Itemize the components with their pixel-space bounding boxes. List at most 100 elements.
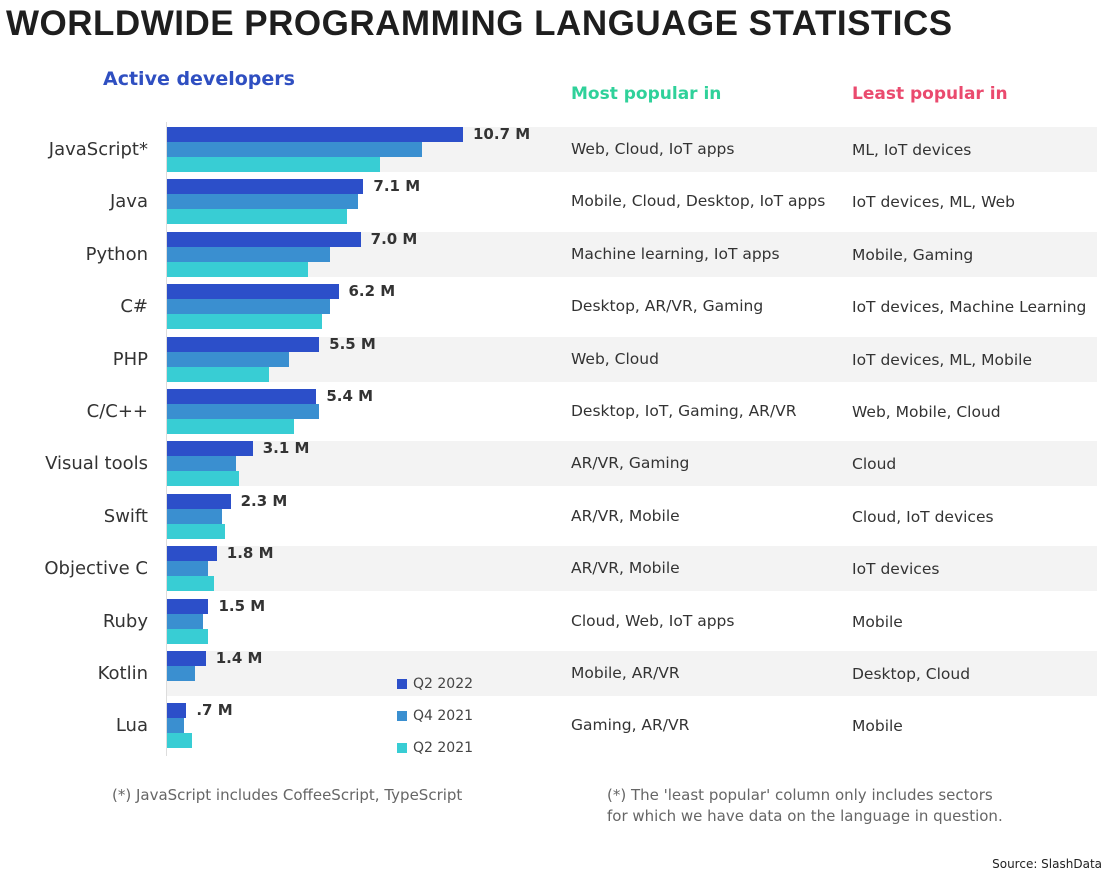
most-popular-cell: AR/VR, Mobile: [571, 559, 680, 578]
data-label: 5.5 M: [329, 334, 376, 353]
data-label: 1.4 M: [215, 649, 263, 667]
footnote-javascript: (*) JavaScript includes CoffeeScript, Ty…: [112, 786, 463, 804]
least-popular-cell: IoT devices: [852, 560, 940, 579]
most-popular-cell: Gaming, AR/VR: [571, 716, 690, 735]
table-row: [167, 336, 1097, 382]
data-label: 6.2 M: [348, 282, 396, 301]
legend-item-q4-2021: Q4 2021: [397, 708, 473, 724]
bar-q4-2021: [167, 666, 195, 681]
bar-q4-2021: [167, 142, 422, 157]
bar-q2-2022: [167, 546, 217, 562]
bar-q2-2022: [167, 493, 231, 509]
bar-q2-2021: [167, 366, 270, 382]
bar-q2-2022: [167, 336, 320, 352]
legend-label: Q2 2022: [413, 676, 474, 692]
bar-q2-2022: [167, 441, 253, 457]
most-popular-cell: Desktop, IoT, Gaming, AR/VR: [571, 402, 797, 420]
bar-q2-2022: [167, 231, 361, 247]
header-most-popular: Most popular in: [571, 84, 722, 104]
bar-q2-2022: [167, 389, 317, 404]
bar-q4-2021: [167, 718, 184, 734]
most-popular-cell: Web, Cloud: [571, 349, 659, 368]
least-popular-cell: ML, IoT devices: [852, 141, 972, 159]
bar-q2-2021: [167, 576, 215, 592]
category-label: Kotlin: [97, 663, 148, 684]
footnote-least-popular-1: (*) The 'least popular' column only incl…: [607, 786, 993, 804]
legend-swatch: [397, 679, 407, 689]
bar-q2-2021: [167, 471, 239, 487]
data-label: 7.1 M: [373, 177, 421, 196]
bar-q2-2021: [167, 733, 192, 749]
least-popular-cell: IoT devices, ML, Mobile: [852, 350, 1032, 369]
legend-label: Q4 2021: [413, 708, 474, 724]
category-label: Lua: [115, 715, 148, 737]
most-popular-cell: Mobile, AR/VR: [571, 664, 680, 682]
least-popular-cell: Mobile: [852, 612, 903, 631]
table-row: [167, 441, 1097, 487]
bar-q2-2021: [167, 523, 226, 539]
data-label: 7.0 M: [370, 229, 418, 248]
data-label: 10.7 M: [473, 125, 531, 143]
axis-line: [166, 122, 167, 756]
category-label: JavaScript*: [48, 139, 148, 160]
legend-swatch: [397, 711, 407, 721]
most-popular-cell: Desktop, AR/VR, Gaming: [571, 297, 764, 316]
least-popular-cell: Mobile, Gaming: [852, 245, 974, 264]
data-label: 1.8 M: [226, 544, 274, 563]
least-popular-cell: Desktop, Cloud: [852, 665, 971, 683]
header-least-popular: Least popular in: [852, 84, 1008, 104]
least-popular-cell: Cloud, IoT devices: [852, 507, 994, 526]
bar-q4-2021: [167, 246, 331, 262]
bar-q2-2022: [167, 703, 187, 719]
bar-q2-2022: [167, 598, 209, 614]
least-popular-cell: Cloud: [852, 455, 897, 474]
category-label: Java: [109, 191, 148, 213]
footnote-least-popular-2: for which we have data on the language i…: [607, 807, 1003, 825]
legend-label: Q2 2021: [413, 740, 474, 756]
least-popular-cell: IoT devices, Machine Learning: [852, 298, 1087, 317]
table-row: [167, 651, 1097, 696]
category-label: Swift: [103, 505, 148, 527]
least-popular-cell: IoT devices, ML, Web: [852, 193, 1015, 212]
most-popular-cell: Machine learning, IoT apps: [571, 244, 780, 263]
bar-q4-2021: [167, 194, 358, 210]
bar-q2-2022: [167, 179, 364, 195]
data-label: 5.4 M: [326, 387, 374, 405]
legend-swatch: [397, 743, 407, 753]
bar-q4-2021: [167, 613, 203, 629]
bar-q4-2021: [167, 351, 289, 367]
most-popular-cell: AR/VR, Mobile: [571, 506, 680, 525]
page-title: WORLDWIDE PROGRAMMING LANGUAGE STATISTIC…: [6, 4, 953, 43]
bar-q4-2021: [167, 299, 331, 315]
category-label: Objective C: [44, 558, 148, 580]
category-label: C/C++: [86, 401, 148, 422]
bar-q2-2021: [167, 261, 309, 277]
bar-q4-2021: [167, 561, 209, 577]
data-label: .7 M: [196, 701, 233, 720]
source-credit: Source: SlashData: [992, 857, 1102, 871]
category-label: Python: [85, 243, 148, 265]
bar-q4-2021: [167, 404, 320, 419]
data-label: 2.3 M: [240, 491, 288, 510]
least-popular-cell: Web, Mobile, Cloud: [852, 403, 1001, 421]
most-popular-cell: AR/VR, Gaming: [571, 454, 690, 473]
bar-q4-2021: [167, 508, 223, 524]
legend-item-q2-2022: Q2 2022: [397, 676, 473, 692]
category-label: C#: [120, 296, 148, 318]
header-active-developers: Active developers: [103, 68, 295, 90]
category-label: Ruby: [102, 610, 148, 632]
category-label: PHP: [112, 348, 148, 370]
legend-item-q2-2021: Q2 2021: [397, 740, 473, 756]
bar-q2-2021: [167, 157, 380, 172]
data-label: 1.5 M: [218, 596, 266, 615]
bar-q2-2022: [167, 284, 339, 300]
data-label: 3.1 M: [262, 439, 310, 458]
category-label: Visual tools: [45, 453, 148, 475]
bar-q2-2022: [167, 651, 206, 666]
table-row: [167, 546, 1097, 592]
bar-q2-2021: [167, 419, 295, 434]
most-popular-cell: Mobile, Cloud, Desktop, IoT apps: [571, 192, 826, 211]
bar-q2-2021: [167, 314, 322, 330]
most-popular-cell: Cloud, Web, IoT apps: [571, 611, 735, 630]
most-popular-cell: Web, Cloud, IoT apps: [571, 140, 735, 158]
